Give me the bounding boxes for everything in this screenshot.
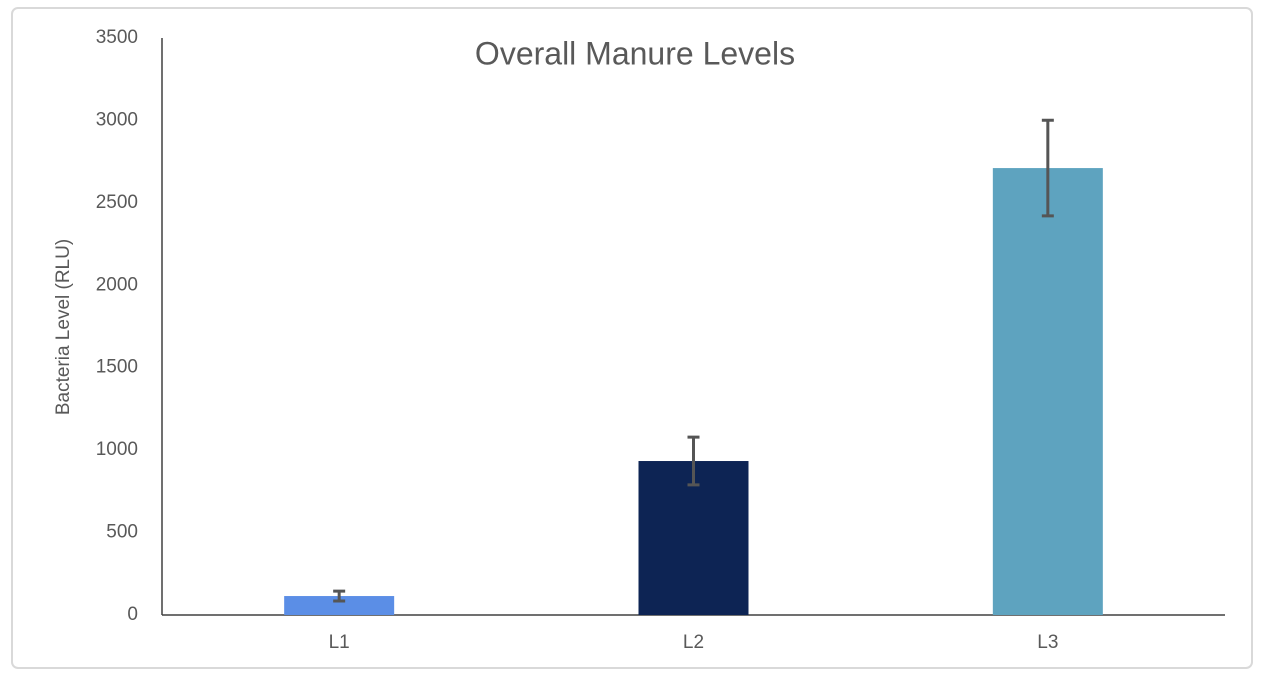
y-tick-label: 3000 <box>96 109 138 130</box>
y-axis-label: Bacteria Level (RLU) <box>53 239 74 415</box>
chart-title: Overall Manure Levels <box>475 35 795 71</box>
x-tick-label: L2 <box>683 632 704 653</box>
y-tick-label: 500 <box>106 522 138 543</box>
y-tick-label: 1000 <box>96 439 138 460</box>
x-tick-label: L3 <box>1037 632 1058 653</box>
error-bar <box>687 435 700 487</box>
y-tick-label: 3500 <box>96 27 138 48</box>
y-tick-label: 1500 <box>96 357 138 378</box>
chart-frame <box>11 7 1253 669</box>
x-tick-label: L1 <box>329 632 350 653</box>
bar <box>284 596 395 615</box>
y-tick-label: 2000 <box>96 274 138 295</box>
bar <box>638 461 749 615</box>
y-tick-label: 0 <box>127 604 138 625</box>
bar <box>992 168 1103 616</box>
y-tick-label: 2500 <box>96 192 138 213</box>
error-bar <box>333 589 346 603</box>
error-bar <box>1041 118 1054 218</box>
